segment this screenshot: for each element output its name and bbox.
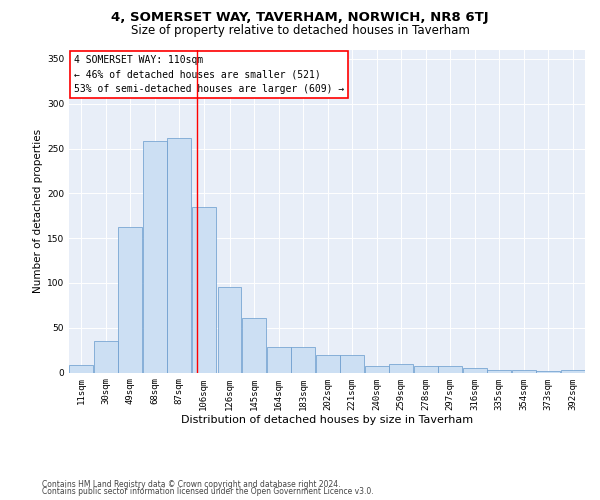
Bar xyxy=(389,364,413,372)
Bar xyxy=(242,318,266,372)
Bar xyxy=(192,207,215,372)
Bar xyxy=(536,370,560,372)
Bar xyxy=(463,368,487,372)
Bar xyxy=(291,346,315,372)
Bar xyxy=(340,354,364,372)
Bar xyxy=(439,366,462,372)
Text: Contains HM Land Registry data © Crown copyright and database right 2024.: Contains HM Land Registry data © Crown c… xyxy=(42,480,341,489)
Bar xyxy=(118,228,142,372)
Text: Contains public sector information licensed under the Open Government Licence v3: Contains public sector information licen… xyxy=(42,488,374,496)
Bar xyxy=(316,354,340,372)
Bar xyxy=(143,142,167,372)
Bar xyxy=(94,341,118,372)
Bar xyxy=(218,286,241,372)
Bar xyxy=(561,370,584,372)
Bar xyxy=(267,346,290,372)
Bar xyxy=(414,366,437,372)
X-axis label: Distribution of detached houses by size in Taverham: Distribution of detached houses by size … xyxy=(181,415,473,425)
Bar xyxy=(365,366,389,372)
Y-axis label: Number of detached properties: Number of detached properties xyxy=(33,129,43,294)
Bar xyxy=(487,370,511,372)
Text: 4, SOMERSET WAY, TAVERHAM, NORWICH, NR8 6TJ: 4, SOMERSET WAY, TAVERHAM, NORWICH, NR8 … xyxy=(111,12,489,24)
Bar xyxy=(70,366,93,372)
Bar xyxy=(512,370,536,372)
Text: 4 SOMERSET WAY: 110sqm
← 46% of detached houses are smaller (521)
53% of semi-de: 4 SOMERSET WAY: 110sqm ← 46% of detached… xyxy=(74,55,344,94)
Bar xyxy=(167,138,191,372)
Text: Size of property relative to detached houses in Taverham: Size of property relative to detached ho… xyxy=(131,24,469,37)
